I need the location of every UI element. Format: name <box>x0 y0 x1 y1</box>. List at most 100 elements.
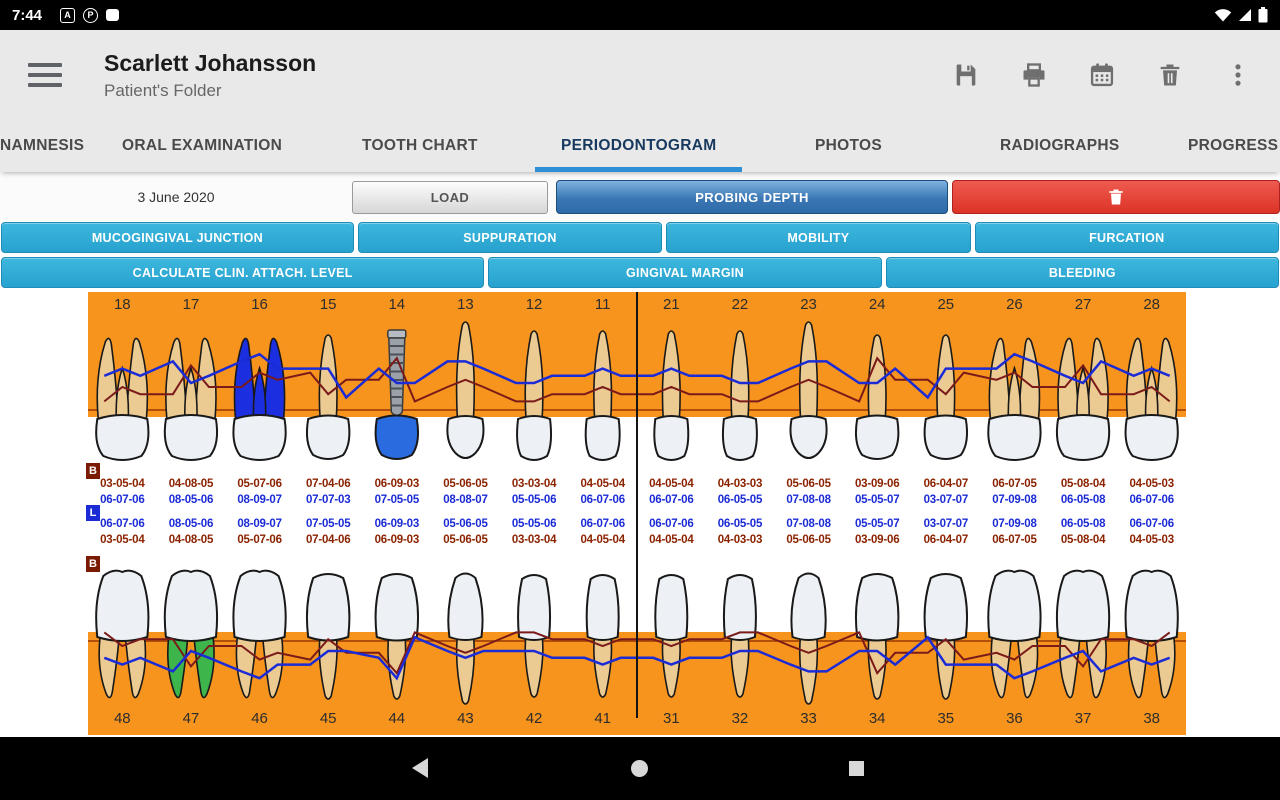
probing-value[interactable]: 06-07-06 <box>649 494 694 506</box>
probing-value[interactable]: 07-09-08 <box>992 518 1037 530</box>
probing-value[interactable]: 06-07-06 <box>580 494 625 506</box>
probing-value[interactable]: 06-04-07 <box>923 478 969 490</box>
load-button[interactable]: LOAD <box>352 180 548 214</box>
tooth-12[interactable]: 12 <box>516 296 553 461</box>
tooth-23[interactable]: 23 <box>789 296 828 459</box>
tool-button-mucogingival-junction[interactable]: MUCOGINGIVAL JUNCTION <box>1 222 354 253</box>
probing-value[interactable]: 05-06-05 <box>443 534 488 546</box>
tool-button-bleeding[interactable]: BLEEDING <box>885 257 1279 288</box>
probing-value[interactable]: 06-05-05 <box>717 494 763 506</box>
probing-value[interactable]: 04-05-04 <box>649 534 694 546</box>
tool-button-calculate-clin-attach-level[interactable]: CALCULATE CLIN. ATTACH. LEVEL <box>1 257 485 288</box>
tool-button-gingival-margin[interactable]: GINGIVAL MARGIN <box>488 257 882 288</box>
probing-value[interactable]: 07-08-08 <box>786 494 831 506</box>
probing-value[interactable]: 05-05-07 <box>854 518 900 530</box>
probing-value[interactable]: 05-07-06 <box>237 478 282 490</box>
tooth-17[interactable]: 17 <box>163 296 219 461</box>
tooth-24[interactable]: 24 <box>854 296 900 460</box>
probing-value[interactable]: 07-07-03 <box>305 494 351 506</box>
probing-value[interactable]: 03-05-04 <box>100 478 145 490</box>
tooth-44[interactable]: 44 <box>374 573 419 727</box>
tooth-36[interactable]: 36 <box>987 569 1042 727</box>
probing-value[interactable]: 07-05-05 <box>305 518 351 530</box>
tab-tooth-chart[interactable]: TOOTH CHART <box>362 120 478 172</box>
tooth-33[interactable]: 33 <box>790 572 827 728</box>
tooth-41[interactable]: 41 <box>585 574 620 727</box>
probing-value[interactable]: 06-07-06 <box>100 494 145 506</box>
probing-value[interactable]: 05-05-06 <box>511 518 557 530</box>
probing-value[interactable]: 05-06-05 <box>443 518 488 530</box>
probing-value[interactable]: 07-04-06 <box>305 478 351 490</box>
probing-value[interactable]: 07-05-05 <box>374 494 420 506</box>
tab-oral-examination[interactable]: ORAL EXAMINATION <box>122 120 282 172</box>
home-button[interactable] <box>631 760 648 777</box>
probing-value[interactable]: 03-03-04 <box>511 534 557 546</box>
tab-photos[interactable]: PHOTOS <box>815 120 882 172</box>
probing-value[interactable]: 04-05-03 <box>1129 534 1174 546</box>
probing-value[interactable]: 06-07-06 <box>1129 494 1174 506</box>
tab-radiographs[interactable]: RADIOGRAPHS <box>1000 120 1120 172</box>
tooth-13[interactable]: 13 <box>446 296 485 459</box>
probing-value[interactable]: 04-05-04 <box>580 478 625 490</box>
delete-exam-button[interactable] <box>952 180 1280 214</box>
probing-value[interactable]: 05-08-04 <box>1060 478 1106 490</box>
tooth-28[interactable]: 28 <box>1124 296 1179 461</box>
probing-value[interactable]: 03-05-04 <box>100 534 145 546</box>
tooth-22[interactable]: 22 <box>721 296 758 461</box>
probing-value[interactable]: 05-05-07 <box>854 494 900 506</box>
probing-value[interactable]: 07-09-08 <box>992 494 1037 506</box>
overflow-menu-icon[interactable] <box>1224 61 1252 89</box>
periodontogram-chart[interactable]: 18 17 16 15 14 13 12 11 21 22 23 24 25 26 27 28 03-05-0… <box>0 292 1280 737</box>
probing-value[interactable]: 07-08-08 <box>786 518 831 530</box>
probing-value[interactable]: 07-04-06 <box>305 534 351 546</box>
probing-value[interactable]: 08-09-07 <box>237 494 282 506</box>
tooth-46[interactable]: 46 <box>232 569 287 727</box>
tooth-21[interactable]: 21 <box>653 296 690 461</box>
probing-value[interactable]: 03-07-07 <box>923 494 969 506</box>
probing-value[interactable]: 08-05-06 <box>168 494 214 506</box>
probing-value[interactable]: 05-08-04 <box>1060 534 1106 546</box>
probing-value[interactable]: 03-07-07 <box>923 518 969 530</box>
probing-value[interactable]: 06-07-06 <box>100 518 145 530</box>
tooth-15[interactable]: 15 <box>305 296 351 460</box>
tooth-48[interactable]: 48 <box>95 569 150 727</box>
probing-value[interactable]: 05-06-05 <box>443 478 488 490</box>
tab-namnesis[interactable]: NAMNESIS <box>0 120 84 172</box>
tool-button-suppuration[interactable]: SUPPURATION <box>357 222 663 253</box>
probing-value[interactable]: 05-07-06 <box>237 534 282 546</box>
probing-value[interactable]: 06-07-06 <box>1129 518 1174 530</box>
probing-value[interactable]: 06-05-08 <box>1060 494 1106 506</box>
probing-value[interactable]: 04-05-04 <box>580 534 625 546</box>
probing-value[interactable]: 06-09-03 <box>374 518 420 530</box>
probing-value[interactable]: 04-03-03 <box>717 534 763 546</box>
probing-value[interactable]: 08-08-07 <box>443 494 488 506</box>
probing-value[interactable]: 06-07-05 <box>992 478 1037 490</box>
probing-value[interactable]: 06-05-05 <box>717 518 763 530</box>
delete-icon[interactable] <box>1156 61 1184 89</box>
probing-value[interactable]: 06-07-06 <box>649 518 694 530</box>
print-icon[interactable] <box>1020 61 1048 89</box>
tooth-18[interactable]: 18 <box>95 296 150 461</box>
probing-value[interactable]: 06-09-03 <box>374 534 420 546</box>
probing-value[interactable]: 04-08-05 <box>168 478 214 490</box>
probing-depth-button[interactable]: PROBING DEPTH <box>556 180 948 214</box>
tool-button-furcation[interactable]: FURCATION <box>974 222 1279 253</box>
tab-progress[interactable]: PROGRESS <box>1188 120 1278 172</box>
probing-value[interactable]: 08-05-06 <box>168 518 214 530</box>
probing-value[interactable]: 08-09-07 <box>237 518 282 530</box>
probing-value[interactable]: 05-06-05 <box>786 534 831 546</box>
exam-date[interactable]: 3 June 2020 <box>137 189 215 205</box>
back-button[interactable] <box>412 758 428 778</box>
tooth-14[interactable]: 14 <box>374 296 419 460</box>
probing-value[interactable]: 03-09-06 <box>854 478 900 490</box>
tooth-42[interactable]: 42 <box>517 574 552 727</box>
probing-value[interactable]: 04-03-03 <box>717 478 763 490</box>
tool-button-mobility[interactable]: MOBILITY <box>666 222 971 253</box>
tooth-31[interactable]: 31 <box>654 574 689 727</box>
tooth-25[interactable]: 25 <box>923 296 968 460</box>
probing-value[interactable]: 04-08-05 <box>168 534 214 546</box>
probing-value[interactable]: 04-05-03 <box>1129 478 1174 490</box>
tab-periodontogram[interactable]: PERIODONTOGRAM <box>535 120 742 172</box>
probing-value[interactable]: 06-07-06 <box>580 518 625 530</box>
probing-value[interactable]: 06-07-05 <box>992 534 1037 546</box>
